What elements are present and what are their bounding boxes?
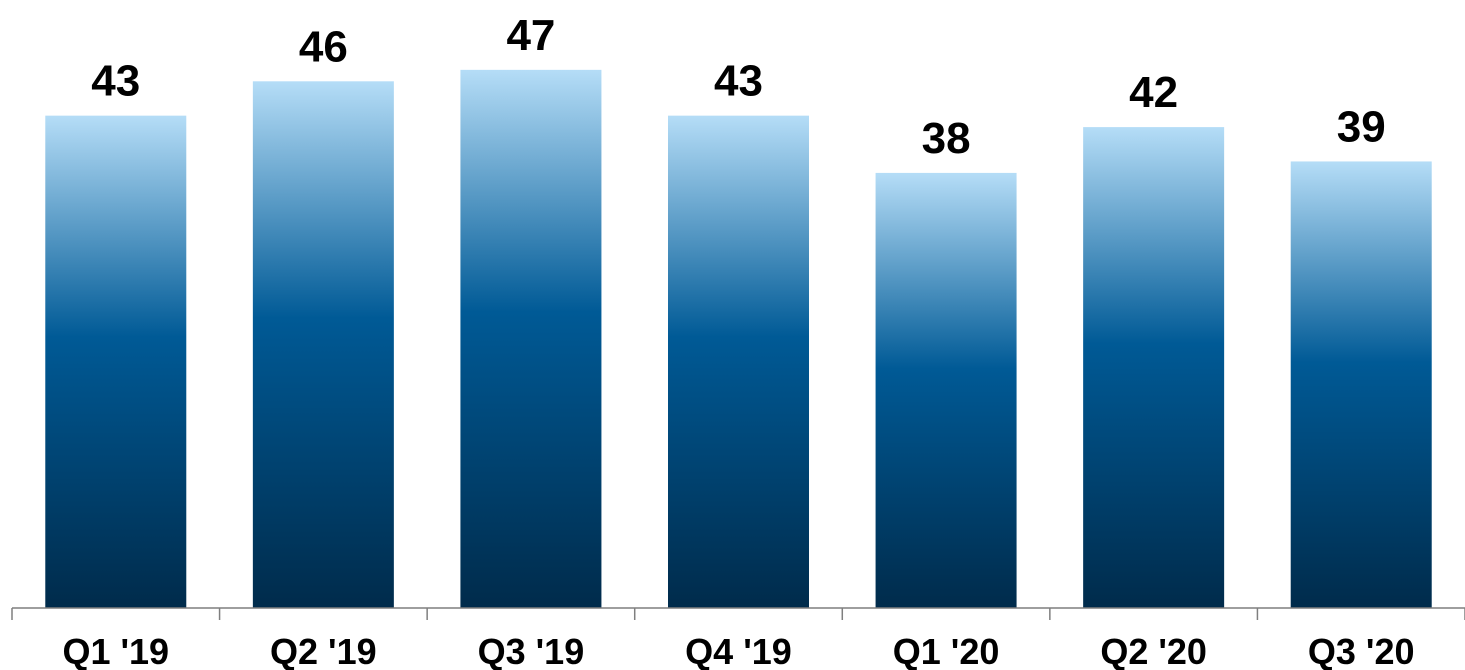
x-tick-label: Q2 '20: [1100, 631, 1207, 670]
data-label: 46: [299, 22, 348, 71]
x-tick-labels-group: Q1 '19 Q2 '19 Q3 '19 Q4 '19 Q1 '20 Q2 '20 Q3 '…: [62, 631, 1414, 670]
bar: [460, 69, 602, 609]
x-axis: [11, 607, 1465, 620]
data-label: 43: [714, 57, 763, 106]
x-tick-label: Q3 '19: [478, 631, 585, 670]
data-label: 47: [506, 11, 555, 60]
x-tick-label: Q1 '19: [62, 631, 169, 670]
data-label: 43: [91, 57, 140, 106]
bar: [668, 115, 809, 609]
bar: [1083, 127, 1225, 608]
value-labels-group: 43 46 47 43 38 42 39: [91, 11, 1385, 163]
bar: [45, 115, 187, 609]
data-label: 39: [1337, 102, 1386, 151]
x-tick-label: Q1 '20: [893, 631, 1000, 670]
bar: [1290, 161, 1432, 608]
bar: [875, 172, 1017, 608]
data-label: 38: [922, 114, 971, 163]
bar: [252, 81, 394, 609]
bars-group: [45, 69, 1432, 609]
x-tick-label: Q3 '20: [1308, 631, 1415, 670]
x-tick-label: Q4 '19: [685, 631, 792, 670]
x-tick-label: Q2 '19: [270, 631, 377, 670]
data-label: 42: [1129, 68, 1178, 117]
